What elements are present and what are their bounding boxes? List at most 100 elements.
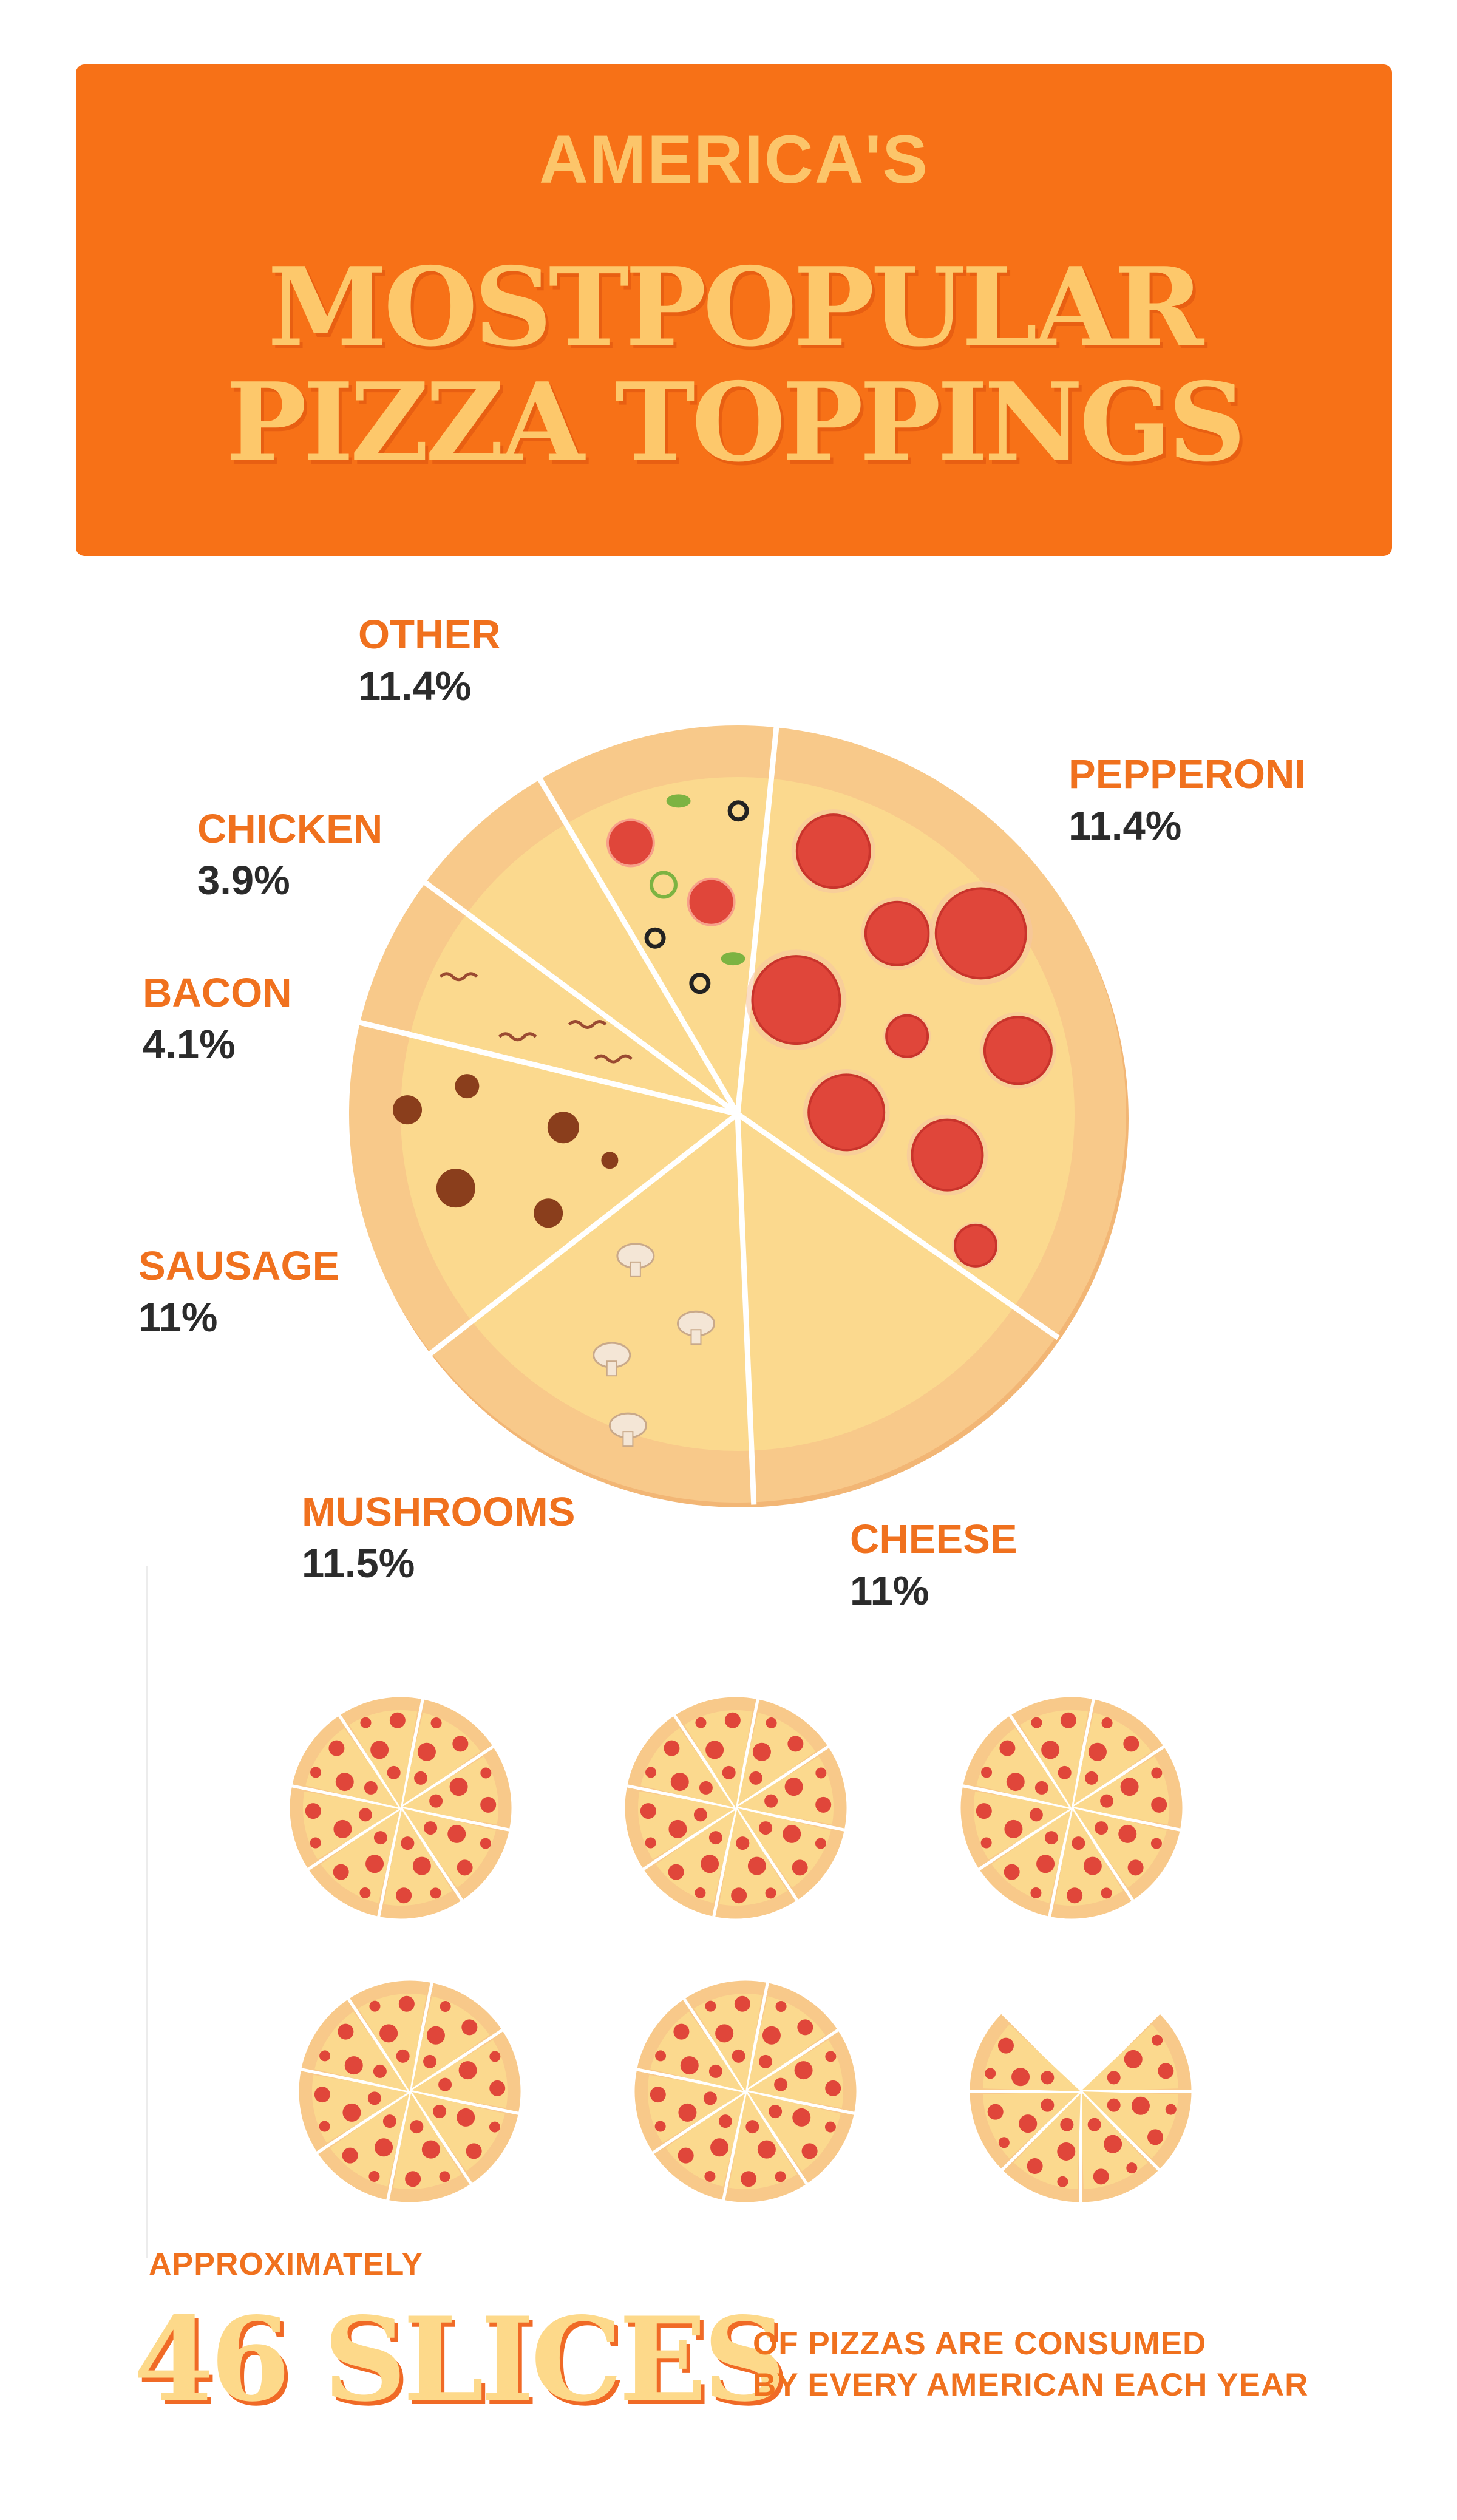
pizza-pepperoni	[699, 1781, 713, 1795]
pizza-pepperoni	[310, 1767, 322, 1778]
pizza-pepperoni	[370, 1741, 389, 1759]
pizza-pepperoni	[1123, 1736, 1139, 1752]
pizza-pepperoni	[342, 2147, 358, 2164]
pizza-pepperoni	[438, 2077, 452, 2091]
pizza-pepperoni	[678, 2147, 694, 2164]
caption-line2: BY EVERY AMERICAN EACH YEAR	[753, 2367, 1309, 2403]
label-cheese-value: 11%	[850, 1568, 929, 1614]
pie-group	[349, 724, 1129, 1507]
mushroom-stem	[630, 1261, 641, 1277]
bacon-topping	[594, 1054, 633, 1064]
pizza-pepperoni	[1083, 1856, 1102, 1875]
pizza-pepperoni	[734, 1995, 750, 2012]
pizza-pepperoni	[766, 1717, 777, 1729]
pizza-pepperoni	[412, 1856, 431, 1875]
pizza-pepperoni	[1147, 2129, 1164, 2145]
sausage-topping	[436, 1169, 475, 1208]
pizza-pepperoni	[364, 1781, 378, 1795]
green-pepper-topping	[649, 871, 678, 899]
pepperoni-topping	[751, 955, 841, 1045]
pepperoni-topping	[934, 887, 1027, 980]
pizza-pepperoni	[433, 2105, 447, 2119]
pizza-pepperoni	[417, 1742, 436, 1761]
pizza-pepperoni	[458, 2061, 477, 2080]
pizza-pepperoni	[424, 1821, 438, 1835]
whole-pizza-5	[631, 1977, 860, 2206]
pizza-pepperoni	[1131, 2096, 1150, 2115]
pizza-pepperoni	[373, 2064, 387, 2078]
pizza-pepperoni	[360, 1717, 372, 1728]
header-banner: AMERICA'S MOSTPOPULAR PIZZA TOPPINGS	[76, 64, 1392, 556]
pizza-pepperoni	[797, 2019, 813, 2036]
pizza-pepperoni	[1036, 1855, 1055, 1873]
pizza-pepperoni	[1126, 2162, 1138, 2174]
pizza-pepperoni	[382, 2114, 396, 2128]
pizza-pepperoni	[815, 1767, 827, 1779]
pizza-pepperoni	[695, 1887, 706, 1898]
olive-topping	[689, 973, 711, 994]
pizza-slice-cheese	[358, 1994, 427, 2091]
pizza-pepperoni	[693, 1808, 707, 1822]
pizza-pepperoni	[447, 1824, 466, 1843]
pizza-pepperoni	[1165, 2104, 1177, 2115]
pizza-pepperoni	[1041, 1741, 1060, 1759]
pizza-slice-cheese	[638, 1791, 736, 1859]
pizza-pepperoni	[1060, 2118, 1074, 2131]
pizza-slice-cheese	[728, 2091, 797, 2189]
pizza-pepperoni	[704, 2170, 716, 2182]
pizza-pepperoni	[1004, 1864, 1020, 1880]
divider-line	[146, 1566, 148, 2258]
sausage-topping	[393, 1095, 423, 1125]
pizza-pepperoni	[976, 1803, 992, 1819]
pizza-pepperoni	[396, 1887, 412, 1904]
pizza-pepperoni	[1100, 1794, 1114, 1808]
pizza-pepperoni	[792, 2108, 811, 2127]
pizza-pepperoni	[640, 1803, 656, 1819]
label-sausage-value: 11%	[138, 1295, 218, 1340]
pizza-slice-cheese	[1072, 1756, 1170, 1825]
pepperoni-topping	[864, 900, 930, 966]
pizza-pepperoni	[430, 1717, 442, 1729]
pizza-pepperoni	[987, 2104, 1004, 2120]
pepperoni-topping	[795, 813, 871, 889]
pizza-pepperoni	[430, 1887, 441, 1899]
header-kicker: AMERICA'S	[539, 121, 929, 197]
pizza-pepperoni	[1158, 2063, 1174, 2079]
bacon-topping	[568, 1020, 607, 1030]
sausage-topping	[601, 1152, 619, 1169]
partial-pizza	[966, 2009, 1195, 2206]
pie-slice-sausage-cheese	[400, 1034, 738, 1322]
slice-divider	[735, 1113, 757, 1505]
pizza-pepperoni	[369, 2000, 381, 2012]
pizza-pepperoni	[762, 2026, 781, 2045]
page-title-line2: PIZZA TOPPINGS	[225, 359, 1246, 486]
pizza-pepperoni	[654, 2121, 666, 2132]
pizza-pepperoni	[1072, 1836, 1085, 1850]
pizza-pepperoni	[1058, 1765, 1072, 1779]
pepperoni-topping	[983, 1016, 1053, 1085]
pizza-slice-cheese	[401, 1756, 498, 1825]
pizza-pepperoni	[1030, 1887, 1042, 1898]
pizza-pepperoni	[1150, 1838, 1162, 1849]
pizza-pepperoni	[410, 2120, 424, 2134]
label-mushrooms-value: 11.5%	[302, 1541, 415, 1586]
pizza-pepperoni	[1031, 1717, 1042, 1728]
pie-slice-bacon-cheese	[410, 913, 738, 1114]
pizza-pepperoni	[461, 2019, 478, 2036]
label-other-value: 11.4%	[358, 664, 472, 709]
pie-slice-mushrooms-cheese	[472, 1114, 752, 1451]
pizza-pepperoni	[1101, 1717, 1113, 1729]
label-pepperoni-value: 11.4%	[1068, 803, 1182, 849]
pizza-pepperoni	[708, 2064, 722, 2078]
pizza-pepperoni	[387, 1765, 401, 1779]
pizza-pepperoni	[457, 2108, 475, 2127]
olive-topping	[644, 927, 666, 949]
pizza-pepperoni	[769, 2105, 783, 2119]
pizza-pepperoni	[673, 2023, 690, 2040]
pizza-pepperoni	[1120, 1778, 1139, 1796]
bacon-topping	[498, 1032, 537, 1042]
pizza-pepperoni	[338, 2023, 354, 2040]
pizza-slice-cheese	[1055, 1808, 1123, 1906]
pizza-slice-cheese	[648, 2074, 745, 2143]
pizza-pepperoni	[783, 1824, 801, 1843]
